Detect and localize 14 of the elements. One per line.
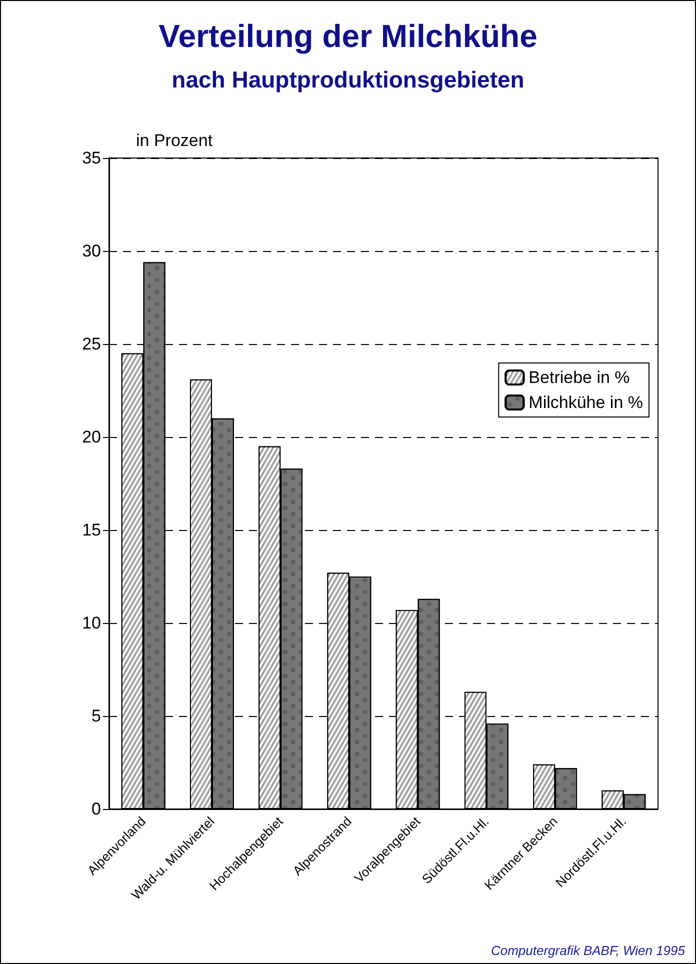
y-tick-label: 0 <box>92 800 101 818</box>
y-tick-label: 10 <box>82 614 101 632</box>
legend-label: Betriebe in % <box>528 368 630 387</box>
legend-label: Milchkühe in % <box>528 393 643 412</box>
chart-subtitle: nach Hauptproduktionsgebieten <box>172 66 524 92</box>
y-tick-label: 20 <box>82 428 101 446</box>
y-tick-label: 5 <box>92 706 101 726</box>
y-tick-label: 30 <box>82 242 101 260</box>
y-axis-title: in Prozent <box>136 131 213 150</box>
y-tick-label: 25 <box>82 334 101 354</box>
chart-title: Verteilung der Milchkühe <box>158 18 538 54</box>
y-tick-label: 15 <box>82 520 101 540</box>
y-tick-label: 35 <box>82 148 101 168</box>
text: Computergrafik BABF, Wien 1995 <box>490 943 686 958</box>
